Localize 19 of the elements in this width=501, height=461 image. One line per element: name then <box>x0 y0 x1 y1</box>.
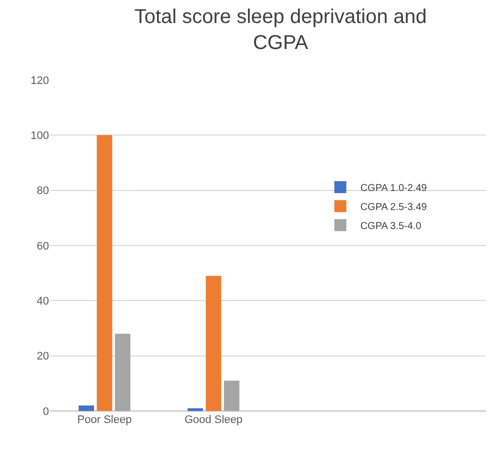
y-tick-label: 100 <box>30 130 49 142</box>
y-tick-label: 80 <box>36 185 49 198</box>
y-tick-label: 0 <box>42 406 49 418</box>
legend-label: CGPA 2.5-3.49 <box>360 202 428 214</box>
bar <box>188 408 204 411</box>
bar <box>206 276 222 411</box>
bar <box>78 405 94 411</box>
y-tick-label: 60 <box>36 240 49 252</box>
legend-label: CGPA 1.0-2.49 <box>360 183 428 194</box>
bar <box>114 334 130 411</box>
bar <box>224 380 240 411</box>
x-tick-label: Good Sleep <box>184 414 243 426</box>
bar <box>96 135 112 411</box>
y-tick-label: 20 <box>36 350 49 363</box>
legend-label: CGPA 3.5-4.0 <box>360 221 422 232</box>
x-tick-label: Poor Sleep <box>77 414 132 426</box>
y-tick-label: 120 <box>30 74 49 87</box>
y-tick-label: 40 <box>36 296 49 308</box>
chart-title: Total score sleep deprivation and CGPA <box>134 6 427 54</box>
